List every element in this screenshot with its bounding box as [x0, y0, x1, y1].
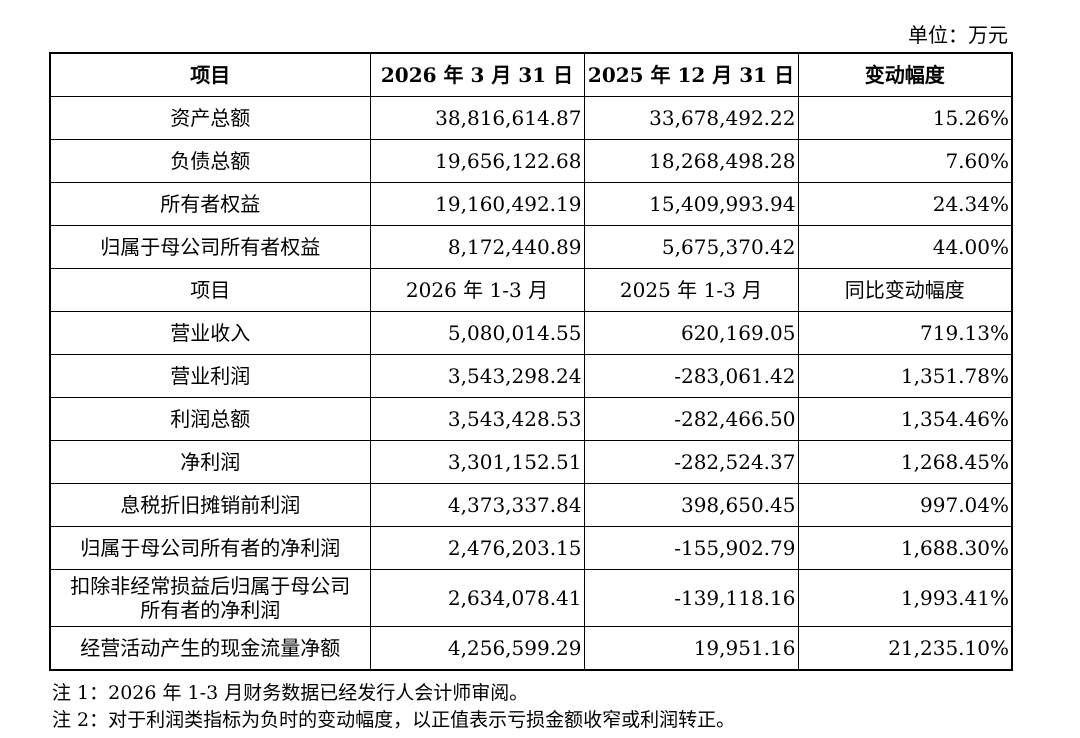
row-item: 负债总额 — [49, 139, 371, 183]
table-row: 利润总额 3,543,428.53 -282,466.50 1,354.46% — [49, 397, 1013, 441]
row-change: 44.00% — [797, 225, 1013, 269]
financial-table: 项目 2026 年 3 月 31 日 2025 年 12 月 31 日 变动幅度… — [49, 52, 1013, 671]
row-change: 719.13% — [797, 311, 1013, 355]
row-change: 1,351.78% — [797, 354, 1013, 398]
table-row: 资产总额 38,816,614.87 33,678,492.22 15.26% — [49, 96, 1013, 140]
row-change: 7.60% — [797, 139, 1013, 183]
row-change: 1,268.45% — [797, 440, 1013, 484]
row-current: 2,634,078.41 — [369, 569, 585, 627]
row-prior: -283,061.42 — [583, 354, 799, 398]
row-item: 归属于母公司所有者权益 — [49, 225, 371, 269]
row-item: 扣除非经常损益后归属于母公司 所有者的净利润 — [49, 569, 371, 627]
row-current: 5,080,014.55 — [369, 311, 585, 355]
footnote-1: 注 1：2026 年 1-3 月财务数据已经发行人会计师审阅。 — [52, 682, 529, 704]
table-row: 所有者权益 19,160,492.19 15,409,993.94 24.34% — [49, 182, 1013, 226]
row-current: 2,476,203.15 — [369, 526, 585, 570]
row-prior: 620,169.05 — [583, 311, 799, 355]
header-item: 项目 — [49, 268, 371, 312]
row-prior: 33,678,492.22 — [583, 96, 799, 140]
table-row: 息税折旧摊销前利润 4,373,337.84 398,650.45 997.04… — [49, 483, 1013, 527]
table-row: 归属于母公司所有者权益 8,172,440.89 5,675,370.42 44… — [49, 225, 1013, 269]
row-item: 归属于母公司所有者的净利润 — [49, 526, 371, 570]
row-item-line1: 扣除非经常损益后归属于母公司 — [70, 574, 351, 598]
table-row: 营业收入 5,080,014.55 620,169.05 719.13% — [49, 311, 1013, 355]
row-current: 4,373,337.84 — [369, 483, 585, 527]
table-row: 归属于母公司所有者的净利润 2,476,203.15 -155,902.79 1… — [49, 526, 1013, 570]
row-change: 1,993.41% — [797, 569, 1013, 627]
row-prior: 398,650.45 — [583, 483, 799, 527]
row-item: 营业收入 — [49, 311, 371, 355]
row-change: 21,235.10% — [797, 626, 1013, 671]
row-item: 资产总额 — [49, 96, 371, 140]
footnote-2: 注 2：对于利润类指标为负时的变动幅度，以正值表示亏损金额收窄或利润转正。 — [52, 709, 736, 731]
row-item: 息税折旧摊销前利润 — [49, 483, 371, 527]
balance-header-row: 项目 2026 年 3 月 31 日 2025 年 12 月 31 日 变动幅度 — [49, 52, 1013, 97]
header-current-date: 2026 年 3 月 31 日 — [369, 52, 585, 97]
table-row: 负债总额 19,656,122.68 18,268,498.28 7.60% — [49, 139, 1013, 183]
row-current: 19,656,122.68 — [369, 139, 585, 183]
header-change: 变动幅度 — [797, 52, 1013, 97]
row-prior: 18,268,498.28 — [583, 139, 799, 183]
row-current: 3,543,428.53 — [369, 397, 585, 441]
table-row: 净利润 3,301,152.51 -282,524.37 1,268.45% — [49, 440, 1013, 484]
table-row: 营业利润 3,543,298.24 -283,061.42 1,351.78% — [49, 354, 1013, 398]
row-change: 15.26% — [797, 96, 1013, 140]
row-prior: -155,902.79 — [583, 526, 799, 570]
income-header-row: 项目 2026 年 1-3 月 2025 年 1-3 月 同比变动幅度 — [49, 268, 1013, 312]
unit-label: 单位：万元 — [908, 23, 1008, 47]
table-row: 经营活动产生的现金流量净额 4,256,599.29 19,951.16 21,… — [49, 626, 1013, 671]
row-prior: 19,951.16 — [583, 626, 799, 671]
row-item: 所有者权益 — [49, 182, 371, 226]
row-current: 8,172,440.89 — [369, 225, 585, 269]
row-current: 3,301,152.51 — [369, 440, 585, 484]
row-item: 利润总额 — [49, 397, 371, 441]
row-current: 3,543,298.24 — [369, 354, 585, 398]
row-change: 1,688.30% — [797, 526, 1013, 570]
header-item: 项目 — [49, 52, 371, 97]
row-prior: -282,466.50 — [583, 397, 799, 441]
row-item-line2: 所有者的净利润 — [140, 598, 281, 622]
row-change: 997.04% — [797, 483, 1013, 527]
row-item: 经营活动产生的现金流量净额 — [49, 626, 371, 671]
row-prior: 5,675,370.42 — [583, 225, 799, 269]
row-prior: -282,524.37 — [583, 440, 799, 484]
row-change: 24.34% — [797, 182, 1013, 226]
footnotes: 注 1：2026 年 1-3 月财务数据已经发行人会计师审阅。 注 2：对于利润… — [52, 680, 735, 734]
row-current: 19,160,492.19 — [369, 182, 585, 226]
row-current: 4,256,599.29 — [369, 626, 585, 671]
row-item: 营业利润 — [49, 354, 371, 398]
table-row: 扣除非经常损益后归属于母公司 所有者的净利润 2,634,078.41 -139,… — [49, 569, 1013, 627]
header-prior-period: 2025 年 1-3 月 — [583, 268, 799, 312]
header-prior-date: 2025 年 12 月 31 日 — [583, 52, 799, 97]
header-current-period: 2026 年 1-3 月 — [369, 268, 585, 312]
row-prior: -139,118.16 — [583, 569, 799, 627]
row-current: 38,816,614.87 — [369, 96, 585, 140]
header-yoy-change: 同比变动幅度 — [797, 268, 1013, 312]
row-prior: 15,409,993.94 — [583, 182, 799, 226]
row-change: 1,354.46% — [797, 397, 1013, 441]
row-item: 净利润 — [49, 440, 371, 484]
